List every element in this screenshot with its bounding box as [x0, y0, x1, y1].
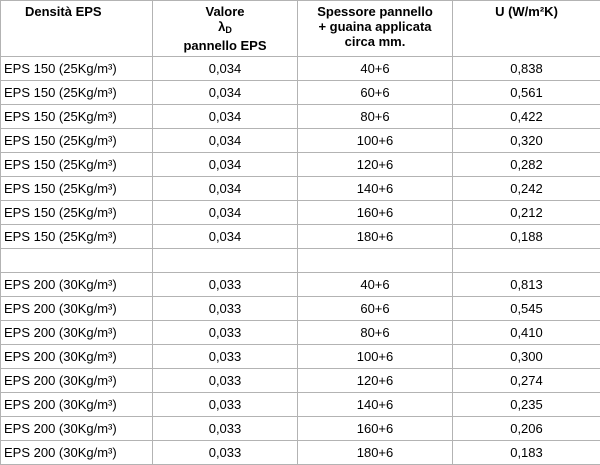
cell-lambda: 0,033	[153, 273, 298, 297]
cell-lambda: 0,034	[153, 201, 298, 225]
spacer-cell	[153, 249, 298, 273]
cell-thickness: 80+6	[298, 321, 453, 345]
header-density: Densità EPS	[1, 1, 153, 57]
cell-lambda: 0,033	[153, 441, 298, 465]
spacer-cell	[453, 249, 600, 273]
header-thickness-line2: + guaina applicata	[298, 19, 452, 34]
header-row: Densità EPS Valore λD pannello EPS Spess…	[1, 1, 600, 57]
cell-u-value: 0,410	[453, 321, 600, 345]
cell-thickness: 180+6	[298, 441, 453, 465]
header-lambda-line1: Valore	[153, 4, 297, 19]
cell-thickness: 60+6	[298, 81, 453, 105]
cell-density: EPS 150 (25Kg/m³)	[1, 105, 153, 129]
cell-thickness: 120+6	[298, 153, 453, 177]
cell-thickness: 40+6	[298, 57, 453, 81]
cell-u-value: 0,545	[453, 297, 600, 321]
cell-thickness: 160+6	[298, 201, 453, 225]
header-lambda-symbol: λD	[153, 19, 297, 38]
cell-lambda: 0,034	[153, 105, 298, 129]
cell-thickness: 60+6	[298, 297, 453, 321]
header-lambda-value: Valore λD pannello EPS	[153, 1, 298, 57]
cell-thickness: 100+6	[298, 129, 453, 153]
cell-u-value: 0,183	[453, 441, 600, 465]
cell-density: EPS 150 (25Kg/m³)	[1, 129, 153, 153]
header-thickness-line1: Spessore pannello	[298, 4, 452, 19]
cell-u-value: 0,300	[453, 345, 600, 369]
cell-lambda: 0,034	[153, 129, 298, 153]
cell-density: EPS 200 (30Kg/m³)	[1, 393, 153, 417]
cell-lambda: 0,034	[153, 153, 298, 177]
cell-density: EPS 150 (25Kg/m³)	[1, 81, 153, 105]
cell-lambda: 0,033	[153, 369, 298, 393]
cell-density: EPS 150 (25Kg/m³)	[1, 153, 153, 177]
spacer-cell	[1, 249, 153, 273]
table-header: Densità EPS Valore λD pannello EPS Spess…	[1, 1, 600, 57]
cell-u-value: 0,282	[453, 153, 600, 177]
cell-density: EPS 150 (25Kg/m³)	[1, 201, 153, 225]
cell-density: EPS 150 (25Kg/m³)	[1, 225, 153, 249]
header-density-label: Densità EPS	[25, 4, 102, 19]
header-u-value: U (W/m²K)	[453, 1, 600, 57]
cell-density: EPS 150 (25Kg/m³)	[1, 57, 153, 81]
cell-lambda: 0,033	[153, 297, 298, 321]
cell-u-value: 0,235	[453, 393, 600, 417]
cell-lambda: 0,033	[153, 321, 298, 345]
cell-density: EPS 200 (30Kg/m³)	[1, 369, 153, 393]
cell-lambda: 0,034	[153, 57, 298, 81]
cell-density: EPS 200 (30Kg/m³)	[1, 321, 153, 345]
cell-u-value: 0,422	[453, 105, 600, 129]
cell-density: EPS 200 (30Kg/m³)	[1, 273, 153, 297]
spacer-row	[1, 249, 600, 273]
cell-u-value: 0,274	[453, 369, 600, 393]
cell-thickness: 140+6	[298, 177, 453, 201]
cell-lambda: 0,034	[153, 225, 298, 249]
cell-u-value: 0,212	[453, 201, 600, 225]
cell-u-value: 0,242	[453, 177, 600, 201]
cell-thickness: 100+6	[298, 345, 453, 369]
lambda-subscript: D	[225, 25, 232, 35]
header-thickness: Spessore pannello + guaina applicata cir…	[298, 1, 453, 57]
cell-density: EPS 200 (30Kg/m³)	[1, 441, 153, 465]
header-thickness-line3: circa mm.	[298, 34, 452, 49]
cell-density: EPS 150 (25Kg/m³)	[1, 177, 153, 201]
cell-thickness: 140+6	[298, 393, 453, 417]
cell-u-value: 0,320	[453, 129, 600, 153]
cell-density: EPS 200 (30Kg/m³)	[1, 297, 153, 321]
cell-thickness: 180+6	[298, 225, 453, 249]
cell-u-value: 0,813	[453, 273, 600, 297]
cell-u-value: 0,188	[453, 225, 600, 249]
cell-lambda: 0,033	[153, 393, 298, 417]
spacer-cell	[298, 249, 453, 273]
cell-u-value: 0,561	[453, 81, 600, 105]
cell-lambda: 0,033	[153, 345, 298, 369]
header-lambda-line3: pannello EPS	[153, 38, 297, 53]
header-u-label: U (W/m²K)	[495, 4, 558, 19]
cell-thickness: 120+6	[298, 369, 453, 393]
cell-thickness: 40+6	[298, 273, 453, 297]
cell-u-value: 0,838	[453, 57, 600, 81]
cell-thickness: 80+6	[298, 105, 453, 129]
cell-density: EPS 200 (30Kg/m³)	[1, 345, 153, 369]
cell-lambda: 0,034	[153, 177, 298, 201]
cell-lambda: 0,034	[153, 81, 298, 105]
